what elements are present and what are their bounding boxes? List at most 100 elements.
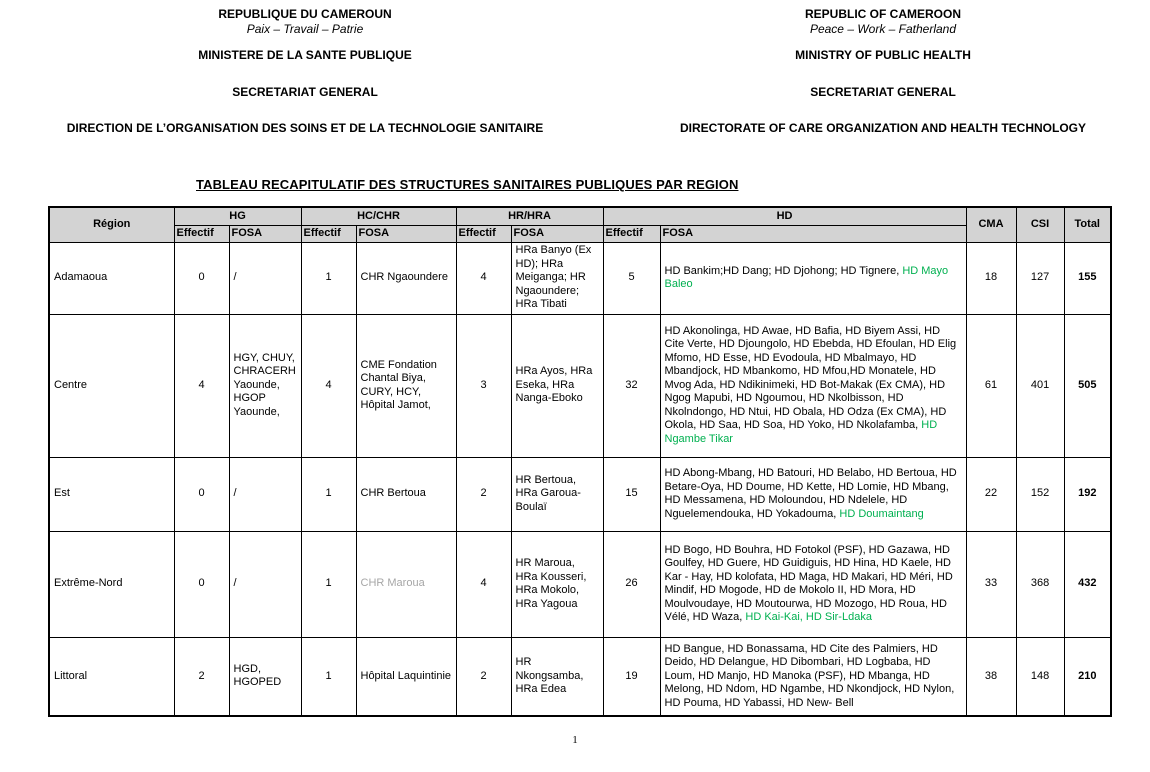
direction-line-fr: DIRECTION DE L’ORGANISATION DES SOINS ET… [66, 121, 544, 135]
hr-effectif-cell: 2 [455, 636, 512, 717]
csi-cell: 148 [1015, 636, 1065, 717]
hg-effectif-cell: 4 [173, 313, 230, 458]
region-cell: Adamaoua [48, 241, 175, 315]
motto-line-fr: Paix – Travail – Patrie [246, 22, 364, 36]
csi-cell: 401 [1015, 313, 1065, 458]
hc-effectif-cell: 1 [300, 530, 357, 638]
header-hg-effectif: Effectif [173, 224, 230, 243]
hg-fosa-cell: / [228, 241, 302, 315]
csi-cell: 152 [1015, 456, 1065, 532]
hd-fosa-text: HD Bangue, HD Bonassama, HD Cite des Pal… [664, 642, 955, 709]
header-hd: HD [602, 206, 967, 226]
csi-cell: 127 [1015, 241, 1065, 315]
hd-fosa-text: HD Akonolinga, HD Awae, HD Bafia, HD Biy… [664, 324, 957, 432]
hd-fosa-cell: HD Bangue, HD Bonassama, HD Cite des Pal… [659, 636, 967, 717]
hg-fosa-cell: / [228, 456, 302, 532]
hr-fosa-cell: HRa Banyo (Ex HD); HRa Meiganga; HR Ngao… [510, 241, 604, 315]
hc-effectif-cell: 4 [300, 313, 357, 458]
hd-fosa-cell: HD Akonolinga, HD Awae, HD Bafia, HD Biy… [659, 313, 967, 458]
header-region: Région [48, 206, 175, 243]
region-cell: Littoral [48, 636, 175, 717]
hr-effectif-cell: 4 [455, 530, 512, 638]
hr-fosa-cell: HRa Ayos, HRa Eseka, HRa Nanga-Eboko [510, 313, 604, 458]
hd-fosa-cell: HD Bankim;HD Dang; HD Djohong; HD Tigner… [659, 241, 967, 315]
hd-effectif-cell: 5 [602, 241, 661, 315]
hd-fosa-green-text: HD Kai-Kai, HD Sir-Ldaka [745, 611, 872, 623]
hc-effectif-cell: 1 [300, 241, 357, 315]
hr-fosa-cell: HR Bertoua, HRa Garoua-Boulaï [510, 456, 604, 532]
header-hc-fosa: FOSA [355, 224, 457, 243]
hc-effectif-cell: 1 [300, 636, 357, 717]
secretariat-line-fr: SECRETARIAT GENERAL [232, 85, 378, 99]
secretariat-line-en: SECRETARIAT GENERAL [810, 85, 956, 99]
hd-fosa-green-text: HD Doumaintang [839, 507, 924, 520]
header-hg: HG [173, 206, 302, 226]
region-cell: Extrême-Nord [48, 530, 175, 638]
direction-line-en: DIRECTORATE OF CARE ORGANIZATION AND HEA… [680, 121, 1086, 135]
header-hg-fosa: FOSA [228, 224, 302, 243]
hr-effectif-cell: 4 [455, 241, 512, 315]
hr-effectif-cell: 3 [455, 313, 512, 458]
cma-cell: 18 [965, 241, 1017, 315]
hd-fosa-green-text: HD Mayo Baleo [664, 264, 949, 291]
hd-effectif-cell: 19 [602, 636, 661, 717]
table-row-adamaoua: Adamaoua 0 / 1 CHR Ngaoundere 4 HRa Bany… [48, 241, 1112, 315]
document-title: TABLEAU RECAPITULATIF DES STRUCTURES SAN… [196, 177, 739, 192]
hc-fosa-cell: CME Fondation Chantal Biya, CURY, HCY, H… [355, 313, 457, 458]
hc-fosa-cell: CHR Ngaoundere [355, 241, 457, 315]
header-hd-fosa: FOSA [659, 224, 967, 243]
hc-fosa-cell: CHR Bertoua [355, 456, 457, 532]
hd-fosa-green-text: HD Ngambe Tikar [664, 419, 938, 445]
cma-cell: 61 [965, 313, 1017, 458]
header-csi: CSI [1015, 206, 1065, 243]
total-cell: 155 [1063, 241, 1112, 315]
table-row-extreme-nord: Extrême-Nord 0 / 1 CHR Maroua 4 HR Marou… [48, 530, 1112, 638]
total-cell: 210 [1063, 636, 1112, 717]
hd-fosa-text: HD Bogo, HD Bouhra, HD Fotokol (PSF), HD… [664, 543, 953, 624]
hr-fosa-cell: HR Nkongsamba, HRa Edea [510, 636, 604, 717]
hd-effectif-cell: 26 [602, 530, 661, 638]
table-row-centre: Centre 4 HGY, CHUY, CHRACERH Yaounde, HG… [48, 313, 1112, 458]
hr-effectif-cell: 2 [455, 456, 512, 532]
republic-line-fr: REPUBLIQUE DU CAMEROUN [218, 7, 392, 21]
header-hd-effectif: Effectif [602, 224, 661, 243]
header-hc-chr: HC/CHR [300, 206, 457, 226]
letterhead-english: REPUBLIC OF CAMEROON Peace – Work – Fath… [628, 7, 1138, 136]
hd-effectif-cell: 32 [602, 313, 661, 458]
hd-fosa-text: HD Bankim;HD Dang; HD Djohong; HD Tigner… [664, 264, 903, 277]
region-cell: Centre [48, 313, 175, 458]
hg-effectif-cell: 2 [173, 636, 230, 717]
header-hr-hra: HR/HRA [455, 206, 604, 226]
hg-effectif-cell: 0 [173, 456, 230, 532]
page-number: 1 [572, 734, 578, 746]
total-cell: 432 [1063, 530, 1112, 638]
hr-fosa-cell: HR Maroua, HRa Kousseri, HRa Mokolo, HRa… [510, 530, 604, 638]
republic-line-en: REPUBLIC OF CAMEROON [805, 7, 961, 21]
header-total: Total [1063, 206, 1112, 243]
csi-cell: 368 [1015, 530, 1065, 638]
hg-fosa-cell: / [228, 530, 302, 638]
hg-fosa-cell: HGD, HGOPED [228, 636, 302, 717]
cma-cell: 22 [965, 456, 1017, 532]
letterhead: REPUBLIQUE DU CAMEROUN Paix – Travail – … [0, 0, 1150, 136]
hc-effectif-cell: 1 [300, 456, 357, 532]
total-cell: 192 [1063, 456, 1112, 532]
hd-fosa-text: HD Abong-Mbang, HD Batouri, HD Belabo, H… [664, 467, 957, 520]
cma-cell: 33 [965, 530, 1017, 638]
motto-line-en: Peace – Work – Fatherland [809, 22, 957, 36]
header-hr-fosa: FOSA [510, 224, 604, 243]
hc-fosa-cell: Hôpital Laquintinie [355, 636, 457, 717]
table-row-littoral: Littoral 2 HGD, HGOPED 1 Hôpital Laquint… [48, 636, 1112, 717]
hd-fosa-cell: HD Abong-Mbang, HD Batouri, HD Belabo, H… [659, 456, 967, 532]
hd-effectif-cell: 15 [602, 456, 661, 532]
header-hc-effectif: Effectif [300, 224, 357, 243]
hg-fosa-cell: HGY, CHUY, CHRACERH Yaounde, HGOP Yaound… [228, 313, 302, 458]
hc-fosa-cell: CHR Maroua [355, 530, 457, 638]
ministry-line-en: MINISTRY OF PUBLIC HEALTH [795, 48, 971, 62]
health-structures-table: Région HG HC/CHR HR/HRA HD CMA CSI Total… [48, 206, 1113, 717]
cma-cell: 38 [965, 636, 1017, 717]
hg-effectif-cell: 0 [173, 530, 230, 638]
region-cell: Est [48, 456, 175, 532]
ministry-line-fr: MINISTERE DE LA SANTE PUBLIQUE [198, 48, 412, 62]
table-header: Région HG HC/CHR HR/HRA HD CMA CSI Total… [48, 206, 1112, 243]
